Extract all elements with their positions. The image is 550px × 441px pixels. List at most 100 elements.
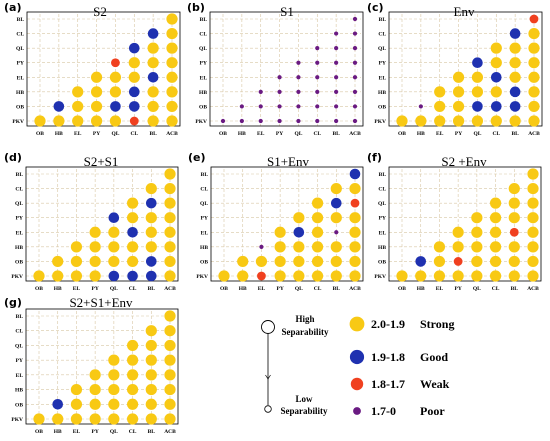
x-tick-label: CL <box>129 286 137 292</box>
separability-dot-strong <box>452 71 465 83</box>
separability-dot-poor <box>315 89 320 94</box>
separability-dot-strong <box>166 86 178 98</box>
y-tick-label: CL <box>15 187 23 193</box>
separability-dot-strong <box>126 339 139 352</box>
separability-dot-strong <box>433 270 446 282</box>
x-tick-label: HB <box>238 131 246 137</box>
separability-dot-strong <box>126 369 139 381</box>
y-tick-label: PY <box>200 61 207 67</box>
separability-dot-strong <box>164 339 176 352</box>
separability-dot-strong <box>34 115 46 127</box>
y-tick-label: PY <box>16 358 23 364</box>
y-tick-label: BL <box>17 17 25 23</box>
separability-dot-poor <box>296 75 301 80</box>
y-tick-label: EL <box>379 230 387 236</box>
separability-dot-strong <box>70 398 83 410</box>
separability-dot-good <box>128 86 140 98</box>
separability-dot-poor <box>352 60 358 65</box>
separability-dot-strong <box>509 115 521 127</box>
x-tick-label: QL <box>111 131 119 137</box>
separability-dot-strong <box>528 86 540 98</box>
separability-dot-poor <box>296 104 301 109</box>
y-tick-label: BL <box>200 17 208 23</box>
separability-dot-strong <box>166 115 178 127</box>
separability-dot-strong <box>452 226 464 238</box>
y-tick-label: CL <box>16 32 24 38</box>
separability-dot-strong <box>147 57 159 69</box>
separability-dot-strong <box>147 100 159 113</box>
separability-dot-strong <box>415 270 427 282</box>
y-tick-label: OB <box>15 402 23 408</box>
y-tick-label: HB <box>15 245 23 251</box>
separability-dot-good <box>415 256 427 267</box>
legend-label: Good <box>420 350 448 364</box>
separability-dot-strong <box>349 212 361 224</box>
separability-dot-strong <box>164 255 176 268</box>
separability-dot-strong <box>70 241 83 253</box>
legend-range: 1.7-0 <box>371 404 396 418</box>
panel-title: S2 <box>93 4 107 19</box>
x-tick-label: HB <box>417 131 425 137</box>
y-tick-label: OB <box>199 104 207 110</box>
y-tick-label: EL <box>16 373 24 379</box>
separability-dot-poor <box>277 75 282 80</box>
separability-dot-strong <box>89 241 101 253</box>
separability-dot-strong <box>70 383 83 396</box>
x-tick-label: OB <box>35 429 43 435</box>
y-tick-label: HB <box>15 388 23 394</box>
separability-dot-strong <box>147 115 159 127</box>
separability-dot-poor <box>258 89 263 94</box>
y-tick-label: HB <box>16 90 24 96</box>
separability-dot-strong <box>108 354 120 366</box>
separability-dot-poor <box>334 60 339 65</box>
separability-dot-good <box>293 226 305 238</box>
y-tick-label: CL <box>378 187 386 193</box>
y-tick-label: OB <box>16 104 24 110</box>
y-tick-label: QL <box>200 201 208 207</box>
panel-frame <box>25 308 179 425</box>
separability-dot-good <box>490 71 502 83</box>
separability-dot-good <box>145 256 157 267</box>
separability-dot-strong <box>128 57 140 69</box>
separability-dot-strong <box>330 270 342 282</box>
separability-dot-strong <box>528 71 540 83</box>
separability-dot-poor <box>334 31 339 36</box>
panel-title: S2+S1 <box>84 154 119 169</box>
separability-dot-strong <box>53 115 65 127</box>
separability-dot-strong <box>490 115 502 127</box>
x-tick-label: OB <box>398 131 406 137</box>
panel-5: (f) S2 +Env OB HB EL PY QL CL BL ACB PKV OB HB EL PY QL… <box>367 151 542 292</box>
panel-letter: (e) <box>188 151 206 164</box>
separability-dot-strong <box>311 212 324 224</box>
y-tick-label: CL <box>378 32 386 38</box>
panel-letter: (b) <box>187 1 205 14</box>
x-tick-label: ACB <box>349 286 361 292</box>
x-tick-label: OB <box>36 131 44 137</box>
separability-dot-good <box>127 226 138 238</box>
x-tick-label: EL <box>436 286 444 292</box>
y-tick-label: EL <box>16 230 24 236</box>
separability-dot-strong <box>396 270 408 282</box>
separability-dot-strong <box>528 57 540 69</box>
x-tick-label: PY <box>276 286 283 292</box>
x-tick-label: ACB <box>164 286 176 292</box>
separability-dot-strong <box>128 71 140 83</box>
y-tick-label: EL <box>200 75 208 81</box>
separability-dot-strong <box>70 413 83 425</box>
separability-dot-strong <box>52 413 64 425</box>
separability-dot-strong <box>164 241 176 253</box>
separability-dot-strong <box>72 115 84 127</box>
separability-dot-strong <box>33 270 45 282</box>
separability-dot-poor <box>352 118 358 124</box>
separability-dot-strong <box>330 212 342 224</box>
separability-dot-poor <box>352 89 358 94</box>
x-tick-label: ACB <box>166 131 178 137</box>
separability-dot-good <box>472 57 483 69</box>
separability-dot-poor <box>239 104 244 109</box>
panel-title: S1 <box>280 4 294 19</box>
x-tick-label: BL <box>511 131 519 137</box>
separability-dot-strong <box>509 71 521 83</box>
x-tick-label: OB <box>398 286 406 292</box>
separability-dot-weak <box>529 14 539 24</box>
y-tick-label: BL <box>379 172 387 178</box>
